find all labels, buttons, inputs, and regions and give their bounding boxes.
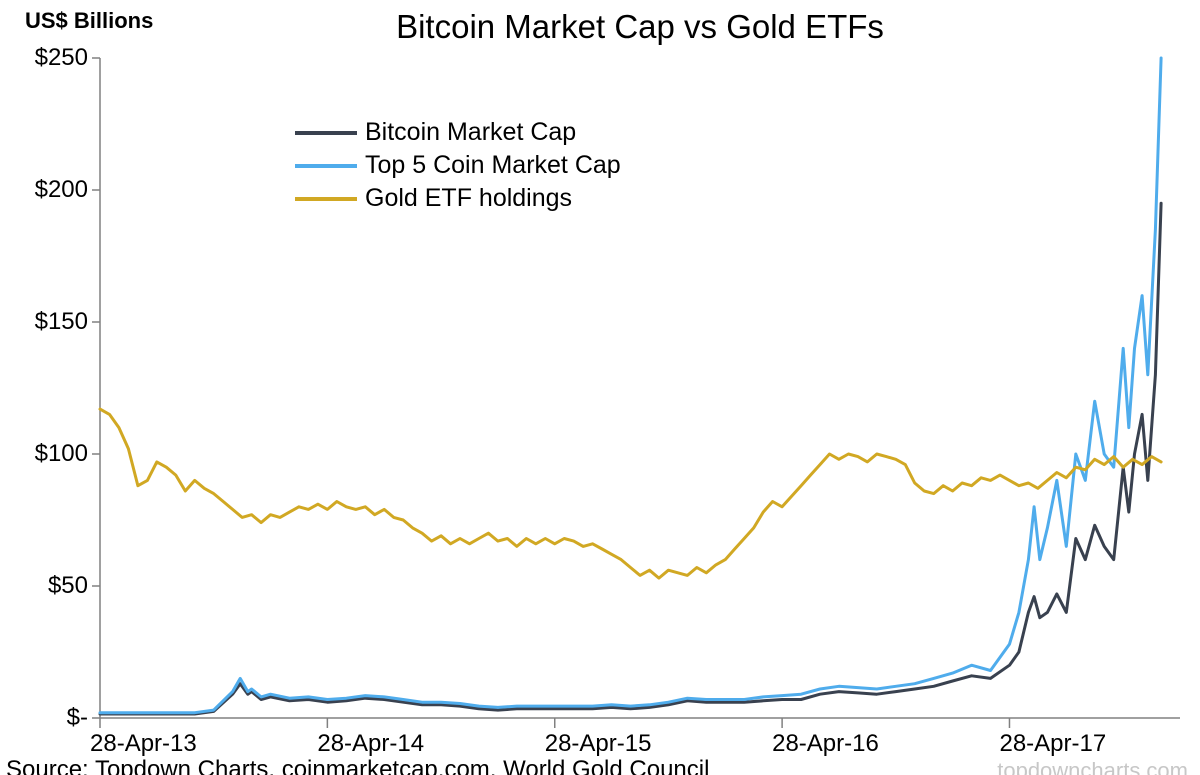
legend-swatch xyxy=(295,131,357,135)
y-tick-label: $250 xyxy=(35,44,88,72)
x-tick-label: 28-Apr-17 xyxy=(999,730,1106,758)
x-tick-label: 28-Apr-16 xyxy=(772,730,879,758)
y-axis-title: US$ Billions xyxy=(25,8,153,34)
legend-item: Top 5 Coin Market Cap xyxy=(295,151,621,180)
x-tick-label: 28-Apr-14 xyxy=(317,730,424,758)
series-gold xyxy=(100,409,1161,578)
legend-swatch xyxy=(295,197,357,201)
y-tick-label: $100 xyxy=(35,440,88,468)
source-attribution: Source: Topdown Charts, coinmarketcap.co… xyxy=(6,756,709,775)
legend-item: Gold ETF holdings xyxy=(295,184,621,213)
legend-label: Gold ETF holdings xyxy=(365,184,572,213)
y-tick-label: $50 xyxy=(48,572,88,600)
legend: Bitcoin Market Cap Top 5 Coin Market Cap G… xyxy=(295,118,621,217)
y-tick-label: $150 xyxy=(35,308,88,336)
series-top5 xyxy=(100,58,1161,713)
y-tick-label: $- xyxy=(67,704,88,732)
x-tick-label: 28-Apr-15 xyxy=(545,730,652,758)
legend-item: Bitcoin Market Cap xyxy=(295,118,621,147)
legend-label: Bitcoin Market Cap xyxy=(365,118,576,147)
watermark: topdowncharts.com xyxy=(997,758,1188,775)
legend-swatch xyxy=(295,164,357,168)
legend-label: Top 5 Coin Market Cap xyxy=(365,151,621,180)
x-tick-label: 28-Apr-13 xyxy=(90,730,197,758)
chart-container: US$ Billions Bitcoin Market Cap vs Gold … xyxy=(0,0,1200,775)
chart-plot xyxy=(100,58,1180,718)
y-tick-label: $200 xyxy=(35,176,88,204)
series-bitcoin xyxy=(100,203,1161,714)
chart-title: Bitcoin Market Cap vs Gold ETFs xyxy=(280,8,1000,46)
